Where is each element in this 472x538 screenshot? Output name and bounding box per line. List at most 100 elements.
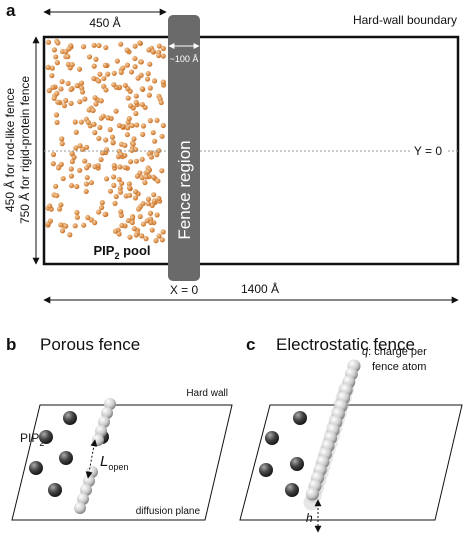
sphere bbox=[74, 214, 80, 220]
sphere bbox=[142, 179, 148, 186]
sphere bbox=[105, 115, 111, 121]
sphere bbox=[96, 209, 102, 215]
sphere bbox=[53, 54, 59, 60]
axis-label: X = 0 bbox=[170, 283, 199, 297]
sphere bbox=[124, 47, 130, 53]
plane-label: diffusion plane bbox=[136, 506, 201, 517]
sphere bbox=[86, 107, 92, 113]
sphere bbox=[305, 487, 319, 501]
sphere bbox=[151, 198, 157, 204]
sphere bbox=[72, 119, 78, 125]
sphere bbox=[98, 156, 104, 163]
sphere bbox=[140, 221, 147, 227]
pip-label: PIP2 bbox=[20, 431, 44, 448]
sphere bbox=[156, 147, 162, 154]
sphere bbox=[137, 40, 143, 46]
sphere bbox=[145, 168, 151, 175]
sphere bbox=[68, 100, 74, 106]
sphere bbox=[135, 206, 142, 212]
sphere bbox=[140, 123, 147, 129]
dimension-label: 450 Å bbox=[89, 15, 120, 30]
sphere bbox=[145, 201, 151, 207]
sphere bbox=[52, 183, 59, 189]
sphere bbox=[96, 78, 102, 84]
sphere bbox=[85, 119, 91, 126]
sphere bbox=[116, 176, 122, 183]
sphere bbox=[51, 47, 57, 53]
panel-title: Porous fence bbox=[40, 335, 140, 354]
sphere bbox=[290, 457, 304, 471]
sphere bbox=[128, 103, 134, 109]
sphere bbox=[113, 108, 119, 114]
sphere bbox=[82, 158, 88, 164]
sphere bbox=[50, 161, 56, 167]
sphere bbox=[103, 147, 110, 153]
sphere bbox=[144, 218, 150, 224]
sphere bbox=[285, 483, 299, 497]
sphere bbox=[139, 175, 145, 181]
sphere bbox=[129, 122, 135, 129]
sphere bbox=[86, 54, 93, 60]
sphere bbox=[156, 195, 162, 202]
label-bg bbox=[410, 144, 446, 158]
sphere bbox=[58, 86, 64, 92]
sphere bbox=[103, 44, 109, 51]
sphere bbox=[126, 185, 133, 191]
sphere bbox=[160, 122, 166, 129]
sphere bbox=[74, 83, 80, 89]
sphere bbox=[74, 209, 80, 216]
sphere bbox=[130, 141, 136, 147]
sphere bbox=[156, 43, 162, 49]
sphere bbox=[29, 461, 43, 475]
sphere bbox=[145, 70, 151, 77]
sphere bbox=[109, 134, 116, 140]
sphere bbox=[133, 232, 139, 238]
sphere bbox=[77, 167, 83, 173]
sphere bbox=[92, 95, 98, 101]
sphere bbox=[159, 133, 165, 139]
sphere bbox=[97, 124, 103, 131]
diffusion-plane bbox=[11, 404, 233, 521]
sphere bbox=[160, 45, 166, 52]
sphere bbox=[147, 85, 153, 91]
fence-width-label: ~100 Å bbox=[170, 54, 199, 64]
sphere bbox=[133, 189, 139, 195]
sphere bbox=[100, 113, 106, 119]
sphere bbox=[124, 131, 130, 138]
sphere bbox=[66, 46, 72, 52]
sphere bbox=[132, 43, 138, 49]
sphere bbox=[59, 228, 66, 234]
sphere bbox=[111, 82, 117, 88]
sphere bbox=[118, 69, 124, 75]
sphere bbox=[81, 222, 87, 228]
fence-label: Fence region bbox=[175, 140, 194, 239]
sphere bbox=[122, 164, 128, 171]
sphere bbox=[259, 463, 273, 477]
sphere bbox=[117, 185, 123, 191]
sphere bbox=[50, 84, 56, 90]
sphere bbox=[265, 431, 279, 445]
sphere bbox=[126, 181, 132, 187]
sphere bbox=[160, 79, 166, 85]
sphere bbox=[58, 202, 64, 208]
sphere bbox=[47, 203, 53, 209]
sphere bbox=[129, 215, 136, 221]
sphere bbox=[129, 219, 135, 226]
sphere bbox=[65, 54, 71, 60]
sphere bbox=[154, 152, 160, 158]
sphere bbox=[80, 44, 87, 50]
sphere bbox=[73, 129, 79, 135]
sphere bbox=[79, 89, 86, 95]
sphere bbox=[55, 40, 61, 46]
sphere bbox=[99, 150, 106, 156]
sphere bbox=[156, 52, 162, 59]
sphere bbox=[90, 107, 96, 114]
charge-label: fence atom bbox=[372, 361, 426, 373]
sphere bbox=[39, 430, 53, 444]
height-label: 450 Å for rod-like fence bbox=[2, 88, 17, 212]
sphere bbox=[144, 76, 151, 82]
sphere bbox=[125, 217, 131, 224]
sphere bbox=[122, 142, 128, 148]
sphere bbox=[91, 75, 97, 82]
sphere bbox=[135, 75, 141, 81]
